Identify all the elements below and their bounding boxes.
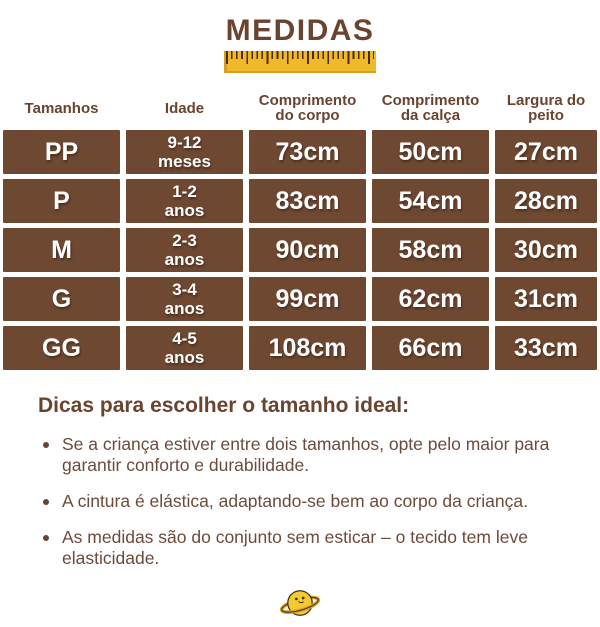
ruler-ticks-long: [226, 51, 374, 64]
tip-text: A cintura é elástica, adaptando-se bem a…: [62, 491, 528, 511]
body-length-cell: 99cm: [249, 277, 366, 321]
size-chart-page: MEDIDAS Tamanhos Idade Comprimento do co…: [3, 14, 600, 616]
tips-heading: Dicas para escolher o tamanho ideal:: [38, 394, 410, 417]
body-length-cell: 83cm: [249, 179, 366, 223]
chest-width-cell: 30cm: [495, 228, 597, 272]
pants-length-cell: 58cm: [372, 228, 489, 272]
header-body-length: Comprimento do corpo: [258, 92, 357, 124]
body-length-cell: 108cm: [249, 326, 366, 370]
chest-width-cell: 27cm: [495, 130, 597, 174]
age-cell: 9-12 meses: [126, 130, 243, 174]
saturn-icon: [278, 584, 322, 627]
list-item: Se a criança estiver entre dois tamanhos…: [38, 434, 600, 476]
ruler-icon: [224, 51, 376, 73]
tips-list: Se a criança estiver entre dois tamanhos…: [38, 434, 600, 569]
header-pants-length: Comprimento da calça: [381, 92, 480, 124]
header-age: Idade: [164, 99, 205, 117]
age-cell: 1-2 anos: [126, 179, 243, 223]
list-item: A cintura é elástica, adaptando-se bem a…: [38, 491, 600, 512]
header-chest-width: Largura do peito: [506, 92, 586, 124]
tip-text: Se a criança estiver entre dois tamanhos…: [62, 434, 550, 475]
pants-length-cell: 62cm: [372, 277, 489, 321]
pants-length-cell: 54cm: [372, 179, 489, 223]
size-cell: M: [3, 228, 120, 272]
age-cell: 4-5 anos: [126, 326, 243, 370]
header-sizes: Tamanhos: [24, 99, 99, 117]
size-cell: GG: [3, 326, 120, 370]
size-cell: P: [3, 179, 120, 223]
page-title: MEDIDAS: [225, 14, 375, 47]
body-length-cell: 73cm: [249, 130, 366, 174]
chest-width-cell: 28cm: [495, 179, 597, 223]
bullet-dot-icon: [43, 499, 49, 505]
tips-section: Dicas para escolher o tamanho ideal: Se …: [38, 394, 600, 569]
pants-length-cell: 66cm: [372, 326, 489, 370]
size-table: PP 9-12 meses 73cm 50cm 27cm P 1-2 anos …: [3, 130, 597, 370]
pants-length-cell: 50cm: [372, 130, 489, 174]
bullet-dot-icon: [43, 535, 49, 541]
chest-width-cell: 31cm: [495, 277, 597, 321]
size-cell: PP: [3, 130, 120, 174]
list-item: As medidas são do conjunto sem esticar –…: [38, 527, 600, 569]
table-header-row: Tamanhos Idade Comprimento do corpo Comp…: [3, 93, 597, 123]
size-cell: G: [3, 277, 120, 321]
chest-width-cell: 33cm: [495, 326, 597, 370]
age-cell: 2-3 anos: [126, 228, 243, 272]
bullet-dot-icon: [43, 442, 49, 448]
body-length-cell: 90cm: [249, 228, 366, 272]
tip-text: As medidas são do conjunto sem esticar –…: [62, 527, 528, 568]
age-cell: 3-4 anos: [126, 277, 243, 321]
